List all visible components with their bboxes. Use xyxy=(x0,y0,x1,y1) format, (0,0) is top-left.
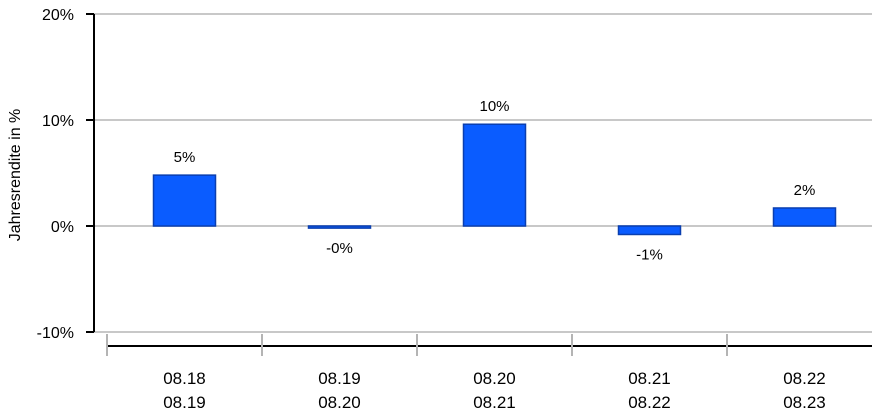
x-tick-label-line1: 08.18 xyxy=(163,369,206,388)
x-tick-label-line1: 08.20 xyxy=(473,369,516,388)
y-tick-label: 10% xyxy=(42,113,74,130)
bar-value-label: -1% xyxy=(636,246,663,263)
y-tick-label: 20% xyxy=(42,7,74,24)
gridlines xyxy=(94,13,872,333)
labels: -10% 0% 10% 20% 5% 08.18 08.19 -0% 08.19 08.20 10%… xyxy=(37,7,826,412)
x-tick-label-line2: 08.22 xyxy=(628,393,671,410)
bar xyxy=(617,225,682,236)
x-tick-label-line1: 08.19 xyxy=(318,369,361,388)
bar-value-label: 10% xyxy=(479,98,509,115)
bar xyxy=(307,225,372,229)
bar xyxy=(772,207,837,227)
bar-value-label: 5% xyxy=(174,149,196,166)
bar xyxy=(462,123,527,227)
x-tick-label-line1: 08.22 xyxy=(783,369,826,388)
bar-value-label: 2% xyxy=(794,182,816,199)
x-tick-label-line2: 08.23 xyxy=(783,393,826,410)
bar-value-label: -0% xyxy=(326,240,353,257)
bar xyxy=(152,174,217,227)
x-tick-label-line2: 08.19 xyxy=(163,393,206,410)
x-tick-label-line2: 08.21 xyxy=(473,393,516,410)
y-tick-label: 0% xyxy=(51,219,74,236)
y-tick-label: -10% xyxy=(37,325,74,342)
x-tick-label-line2: 08.20 xyxy=(318,393,361,410)
bars xyxy=(152,123,837,236)
x-tick-label-line1: 08.21 xyxy=(628,369,671,388)
y-axis-title: Jahresrendite in % xyxy=(7,109,24,242)
axes xyxy=(86,13,872,356)
